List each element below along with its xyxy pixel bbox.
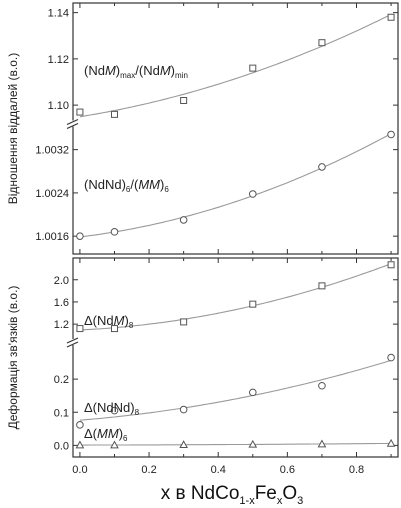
fit-curves (79, 13, 392, 446)
y-tick-label: 1.6 (54, 297, 69, 309)
x-tick-label: 0.8 (349, 464, 364, 476)
data-point-square (318, 39, 326, 47)
data-point-square (76, 108, 84, 116)
x-tick-label: 0.2 (141, 464, 156, 476)
y-tick-label: 1.0024 (35, 188, 69, 200)
axes-frame-2 (72, 257, 399, 458)
fit-curve (79, 359, 392, 421)
data-point-square (387, 261, 395, 269)
data-point-circle (179, 216, 188, 224)
data-point-square (110, 110, 118, 118)
y-tick-label: 0.0 (54, 440, 69, 452)
data-markers (75, 13, 396, 449)
data-point-circle (110, 228, 119, 236)
y-tick-label: 0.1 (54, 407, 69, 419)
axis-break-mark (66, 337, 79, 348)
fit-curve (79, 442, 392, 446)
data-point-square (180, 318, 188, 326)
fit-curve (79, 133, 392, 238)
data-point-circle (110, 406, 119, 415)
data-point-triangle (386, 438, 396, 447)
axis-break-gap (69, 339, 77, 345)
y-axis-label: Деформація зв'язків (в.о.) (6, 286, 20, 430)
data-point-circle (248, 388, 257, 397)
x-tick-label: 0.0 (72, 464, 87, 476)
data-point-square (180, 97, 188, 104)
x-axis-label: x в NdCo1-xFexO3 (161, 483, 304, 507)
data-point-circle (387, 353, 395, 362)
y-tick-label: 1.10 (48, 100, 69, 112)
axis-break-gap (69, 120, 77, 127)
data-point-triangle (75, 440, 85, 449)
axis-break-mark (66, 118, 79, 130)
data-point-square (318, 282, 326, 290)
axes-frame-1 (72, 2, 399, 255)
y-tick-label: 0.2 (54, 374, 69, 386)
data-point-triangle (110, 440, 119, 449)
data-point-square (76, 325, 84, 333)
text-layer: Відношення віддалей (в.о.) 1.10 1.12 1.14 1.… (6, 8, 364, 507)
series-label: (NdNd)6/(MM)6 (84, 177, 169, 194)
data-point-triangle (179, 440, 188, 449)
series-label: (NdM)max/(NdM)min (84, 63, 188, 80)
series-label: Δ(MM)6 (84, 426, 128, 443)
data-point-triangle (317, 439, 327, 448)
y-tick-label: 1.0016 (35, 231, 69, 243)
data-point-circle (387, 130, 395, 139)
y-tick-label: 1.12 (48, 54, 69, 66)
y-tick-label: 2.0 (54, 275, 69, 287)
x-tick-label: 0.4 (211, 464, 226, 476)
x-tick-label: 0.6 (280, 464, 295, 476)
data-point-square (249, 64, 257, 72)
axes-frames (66, 2, 399, 458)
data-point-square (249, 300, 257, 308)
fit-curve (79, 13, 392, 118)
data-point-circle (76, 232, 84, 240)
data-point-circle (76, 421, 84, 429)
data-point-circle (179, 405, 188, 414)
y-tick-label: 1.0032 (35, 145, 69, 157)
data-point-triangle (248, 439, 258, 448)
data-point-square (387, 13, 395, 21)
data-point-circle (318, 381, 326, 390)
data-point-circle (318, 163, 326, 171)
y-tick-label: 1.14 (48, 8, 69, 20)
data-point-circle (248, 190, 257, 198)
y-tick-label: 1.2 (54, 319, 69, 331)
fit-curve (79, 263, 392, 331)
series-label: Δ(NdM)8 (84, 313, 134, 330)
data-point-square (110, 325, 118, 333)
y-axis-label: Відношення віддалей (в.о.) (6, 53, 20, 205)
series-label: Δ(NdNd)8 (84, 400, 140, 417)
